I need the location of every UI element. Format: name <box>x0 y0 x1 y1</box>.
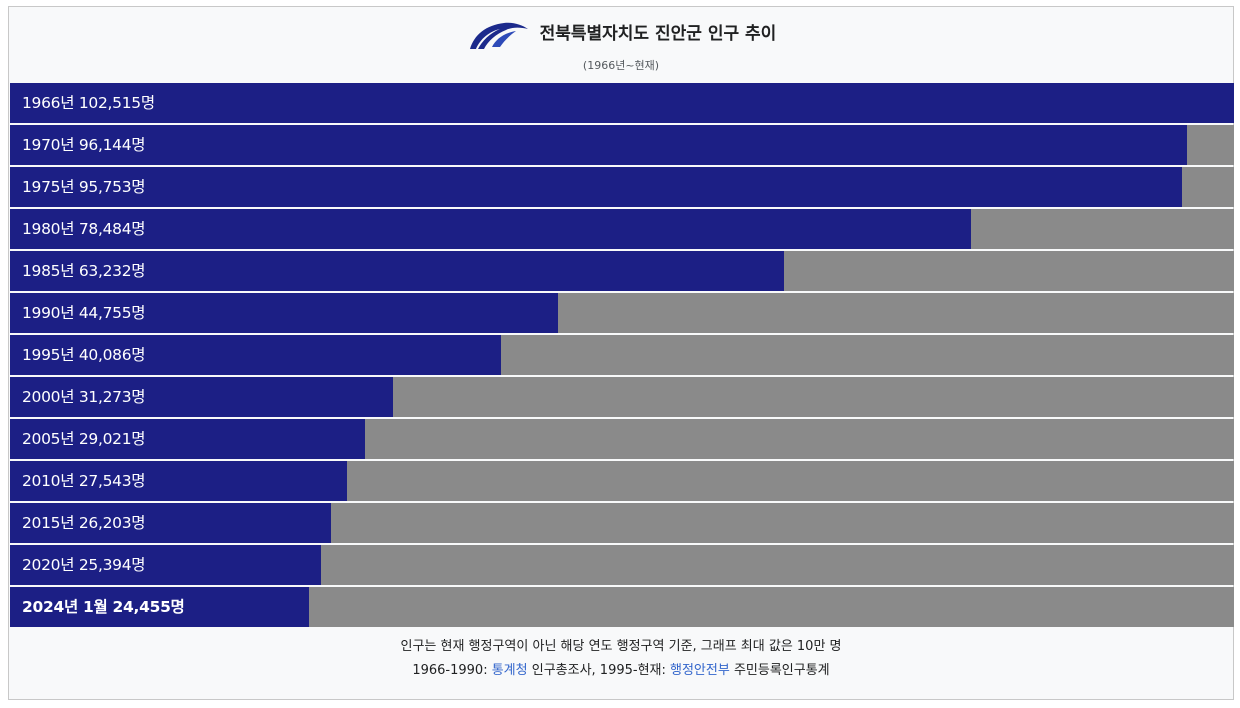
source-link-ministry-interior[interactable]: 행정안전부 <box>670 663 730 678</box>
bar-label: 2024년 1월 24,455명 <box>22 598 185 616</box>
bar-row: 1980년 78,484명 <box>10 209 1234 249</box>
bar-row: 1995년 40,086명 <box>10 335 1234 375</box>
bar-row: 1975년 95,753명 <box>10 167 1234 207</box>
bar-label: 2010년 27,543명 <box>22 472 146 490</box>
bar-label: 1970년 96,144명 <box>22 136 146 154</box>
bar-label: 2015년 26,203명 <box>22 514 146 532</box>
bar <box>10 461 347 501</box>
bar-row: 1966년 102,515명 <box>10 83 1234 123</box>
bar-label: 1966년 102,515명 <box>22 94 155 112</box>
chart-footer: 인구는 현재 행정구역이 아닌 해당 연도 행정구역 기준, 그래프 최대 값은… <box>9 635 1233 683</box>
bar <box>10 335 501 375</box>
bar-label: 1975년 95,753명 <box>22 178 146 196</box>
bar-row: 2005년 29,021명 <box>10 419 1234 459</box>
bar <box>10 503 331 543</box>
bar-row: 1985년 63,232명 <box>10 251 1234 291</box>
source-prefix: 1966-1990: <box>412 663 492 678</box>
source-middle: 인구총조사, 1995-현재: <box>527 663 671 678</box>
bar <box>10 251 784 291</box>
bar-label: 1985년 63,232명 <box>22 262 146 280</box>
bar-row: 2010년 27,543명 <box>10 461 1234 501</box>
bar-chart: 1966년 102,515명 1970년 96,144명 1975년 95,753명… <box>10 83 1234 629</box>
bar-row: 2020년 25,394명 <box>10 545 1234 585</box>
bar-row: 2000년 31,273명 <box>10 377 1234 417</box>
bar-row: 2024년 1월 24,455명 <box>10 587 1234 627</box>
bar-label: 2000년 31,273명 <box>22 388 146 406</box>
bar <box>10 125 1187 165</box>
source-link-statistics-korea[interactable]: 통계청 <box>491 663 528 678</box>
bar-row: 2015년 26,203명 <box>10 503 1234 543</box>
bar-row: 1990년 44,755명 <box>10 293 1234 333</box>
bar <box>10 293 558 333</box>
bar <box>10 377 393 417</box>
bar <box>10 167 1182 207</box>
chart-subtitle: (1966년~현재) <box>582 59 660 72</box>
chart-title-row: 전북특별자치도 진안군 인구 추이 <box>9 17 1233 51</box>
bar <box>10 587 309 627</box>
bar-label: 1990년 44,755명 <box>22 304 146 322</box>
bar-label: 1995년 40,086명 <box>22 346 146 364</box>
bar <box>10 209 971 249</box>
chart-frame: 전북특별자치도 진안군 인구 추이 (1966년~현재) 1966년 102,5… <box>8 6 1234 700</box>
bar-label: 2005년 29,021명 <box>22 430 146 448</box>
bar <box>10 83 1234 123</box>
jeonbuk-emblem-icon <box>469 22 528 49</box>
footer-note: 인구는 현재 행정구역이 아닌 해당 연도 행정구역 기준, 그래프 최대 값은… <box>400 639 842 654</box>
bar <box>10 419 365 459</box>
bar-label: 2020년 25,394명 <box>22 556 146 574</box>
bar-label: 1980년 78,484명 <box>22 220 146 238</box>
footer-source: 1966-1990: 통계청 인구총조사, 1995-현재: 행정안전부 주민등… <box>9 659 1233 683</box>
bar <box>10 545 321 585</box>
chart-title: 전북특별자치도 진안군 인구 추이 <box>539 24 777 44</box>
bar-row: 1970년 96,144명 <box>10 125 1234 165</box>
source-suffix: 주민등록인구통계 <box>729 663 830 678</box>
chart-header: 전북특별자치도 진안군 인구 추이 (1966년~현재) <box>9 7 1233 83</box>
